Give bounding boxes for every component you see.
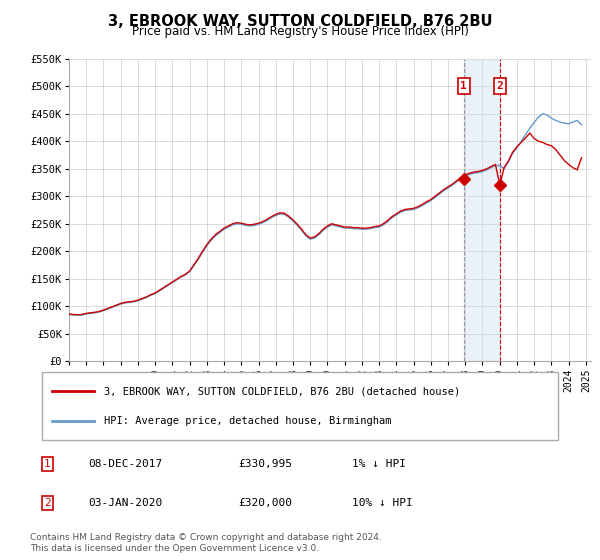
FancyBboxPatch shape [42, 372, 558, 440]
Bar [464, 59, 500, 361]
Text: 1: 1 [460, 81, 467, 91]
Text: £320,000: £320,000 [238, 498, 292, 508]
Text: 2: 2 [44, 498, 50, 508]
Text: 2: 2 [496, 81, 503, 91]
Text: 03-JAN-2020: 03-JAN-2020 [88, 498, 163, 508]
Text: 08-DEC-2017: 08-DEC-2017 [88, 459, 163, 469]
Text: Price paid vs. HM Land Registry's House Price Index (HPI): Price paid vs. HM Land Registry's House … [131, 25, 469, 38]
Text: £330,995: £330,995 [238, 459, 292, 469]
Text: 10% ↓ HPI: 10% ↓ HPI [352, 498, 412, 508]
Text: HPI: Average price, detached house, Birmingham: HPI: Average price, detached house, Birm… [104, 416, 391, 426]
Text: 1: 1 [44, 459, 50, 469]
Text: 3, EBROOK WAY, SUTTON COLDFIELD, B76 2BU (detached house): 3, EBROOK WAY, SUTTON COLDFIELD, B76 2BU… [104, 386, 460, 396]
Text: Contains HM Land Registry data © Crown copyright and database right 2024.
This d: Contains HM Land Registry data © Crown c… [30, 533, 382, 553]
Text: 1% ↓ HPI: 1% ↓ HPI [352, 459, 406, 469]
Text: 3, EBROOK WAY, SUTTON COLDFIELD, B76 2BU: 3, EBROOK WAY, SUTTON COLDFIELD, B76 2BU [108, 14, 492, 29]
